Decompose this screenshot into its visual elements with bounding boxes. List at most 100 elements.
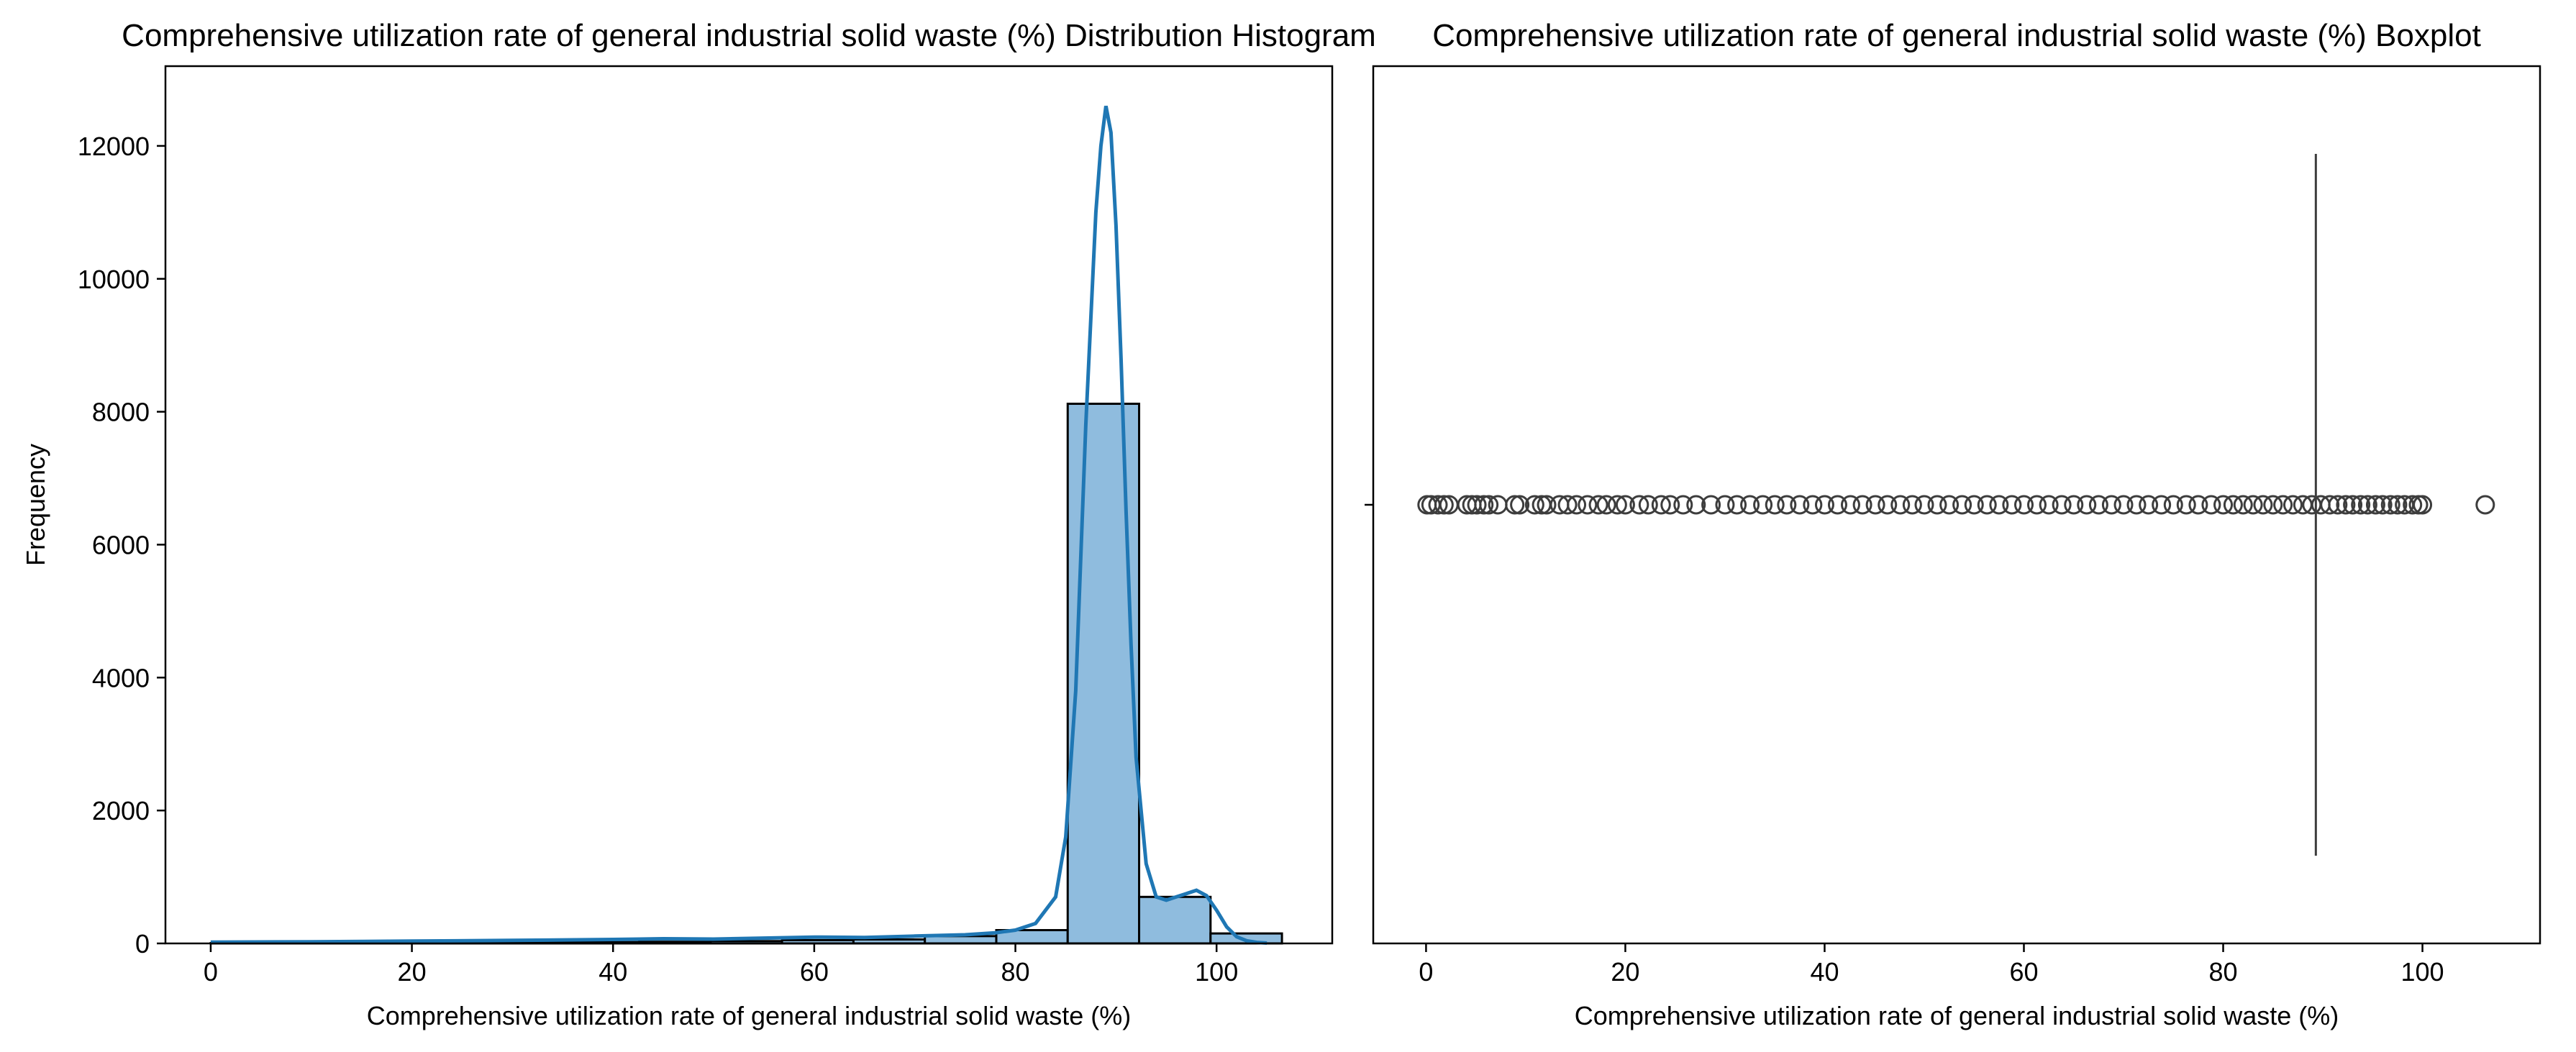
outlier-point	[2475, 495, 2495, 515]
outlier-point	[1753, 495, 1773, 515]
y-tick-label: 12000	[78, 132, 150, 161]
histogram-bar	[1066, 403, 1141, 945]
outlier-point	[1686, 495, 1706, 515]
outlier-point	[1840, 495, 1860, 515]
boxplot-x-ticks: 0 20 40 60 80 100	[1419, 943, 2444, 987]
outlier-point	[2039, 495, 2059, 515]
outlier-point	[1537, 495, 1557, 515]
outlier-point	[2351, 495, 2371, 515]
outlier-point	[1557, 495, 1578, 515]
outlier-point	[2336, 495, 2356, 515]
outlier-point	[1596, 495, 1616, 515]
outlier-point	[1638, 495, 1658, 515]
outlier-point	[1701, 495, 1721, 515]
outlier-point	[2052, 495, 2072, 515]
outlier-point	[2223, 495, 2243, 515]
outlier-point	[2243, 495, 2263, 515]
histogram-title: Comprehensive utilization rate of genera…	[122, 18, 1376, 53]
outlier-point	[1989, 495, 2009, 515]
x-tick-label: 20	[1611, 957, 1639, 987]
outlier-point	[2213, 495, 2234, 515]
outlier-point	[1588, 495, 1608, 515]
x-tick-label: 100	[2401, 957, 2444, 987]
outlier-point	[2176, 495, 2196, 515]
x-tick-label: 60	[800, 957, 829, 987]
outlier-point	[1890, 495, 1911, 515]
histogram-panel: 0 20 40 60 80 100 0 2000 4000 6000 8000 10000 12000…	[21, 18, 1376, 1030]
outlier-point	[2113, 495, 2134, 515]
outlier-point	[1914, 495, 1934, 515]
boxplot-x-axis-label: Comprehensive utilization rate of genera…	[1575, 1001, 2339, 1030]
outlier-point	[1629, 495, 1649, 515]
outlier-point	[2139, 495, 2159, 515]
outlier-point	[2343, 495, 2363, 515]
outlier-point	[2320, 495, 2340, 515]
outlier-point	[1852, 495, 1872, 515]
outlier-point	[2126, 495, 2147, 515]
outlier-point	[2201, 495, 2221, 515]
outlier-point	[1434, 495, 1454, 515]
y-tick-label: 0	[135, 929, 150, 959]
x-tick-label: 100	[1195, 957, 1238, 987]
outlier-point	[1524, 495, 1544, 515]
outlier-point	[1567, 495, 1587, 515]
boxplot-panel: 0 20 40 60 80 100 Comprehensive utilization r…	[1365, 18, 2541, 1030]
outlier-point	[1814, 495, 1834, 515]
outlier-point	[1474, 495, 1494, 515]
outlier-point	[2253, 495, 2273, 515]
outlier-point	[2388, 495, 2408, 515]
outlier-point	[1505, 495, 1525, 515]
y-tick-label: 2000	[92, 796, 150, 825]
boxplot-title: Comprehensive utilization rate of genera…	[1432, 18, 2481, 53]
x-tick-label: 40	[599, 957, 627, 987]
histogram-bar	[1138, 895, 1212, 945]
histogram-plot-frame	[164, 65, 1334, 945]
outlier-point	[1428, 495, 1448, 515]
outlier-point	[2273, 495, 2293, 515]
outlier-point	[1615, 495, 1635, 515]
outlier-point	[1902, 495, 1922, 515]
outlier-point	[1727, 495, 1747, 515]
outlier-point	[2027, 495, 2047, 515]
outlier-point	[1607, 495, 1627, 515]
outlier-point	[2328, 495, 2348, 515]
outlier-point	[2413, 495, 2433, 515]
outlier-point	[1510, 495, 1530, 515]
outlier-point	[1651, 495, 1671, 515]
outlier-point	[1878, 495, 1898, 515]
outlier-point	[2064, 495, 2084, 515]
y-tick-label: 4000	[92, 663, 150, 692]
outlier-point	[1927, 495, 1947, 515]
outlier-point	[2088, 495, 2108, 515]
boxplot-plot-frame	[1372, 65, 2541, 945]
outlier-point	[2152, 495, 2172, 515]
histogram-bars	[209, 403, 1283, 945]
kde-curve	[210, 106, 1267, 945]
outlier-point	[1827, 495, 1847, 515]
outlier-point	[2013, 495, 2034, 515]
outlier-point	[2403, 495, 2423, 515]
outlier-point	[2365, 495, 2385, 515]
outlier-point	[2101, 495, 2121, 515]
outlier-point	[1715, 495, 1735, 515]
x-tick-label: 20	[398, 957, 427, 987]
outlier-point	[1479, 495, 1499, 515]
y-tick-label: 10000	[78, 265, 150, 294]
outlier-point	[2283, 495, 2303, 515]
y-tick-label: 6000	[92, 530, 150, 559]
outlier-point	[1865, 495, 1885, 515]
histogram-x-axis-label: Comprehensive utilization rate of genera…	[367, 1001, 1132, 1030]
outlier-point	[2380, 495, 2400, 515]
x-tick-label: 80	[1001, 957, 1030, 987]
x-tick-label: 60	[2009, 957, 2038, 987]
outlier-point	[1765, 495, 1785, 515]
x-tick-label: 80	[2209, 957, 2238, 987]
outlier-point	[1790, 495, 1810, 515]
outlier-point	[2163, 495, 2183, 515]
outlier-point	[1578, 495, 1598, 515]
histogram-y-axis-label: Frequency	[21, 444, 50, 566]
x-tick-label: 40	[1810, 957, 1839, 987]
outlier-point	[1952, 495, 1972, 515]
outlier-point	[1740, 495, 1760, 515]
